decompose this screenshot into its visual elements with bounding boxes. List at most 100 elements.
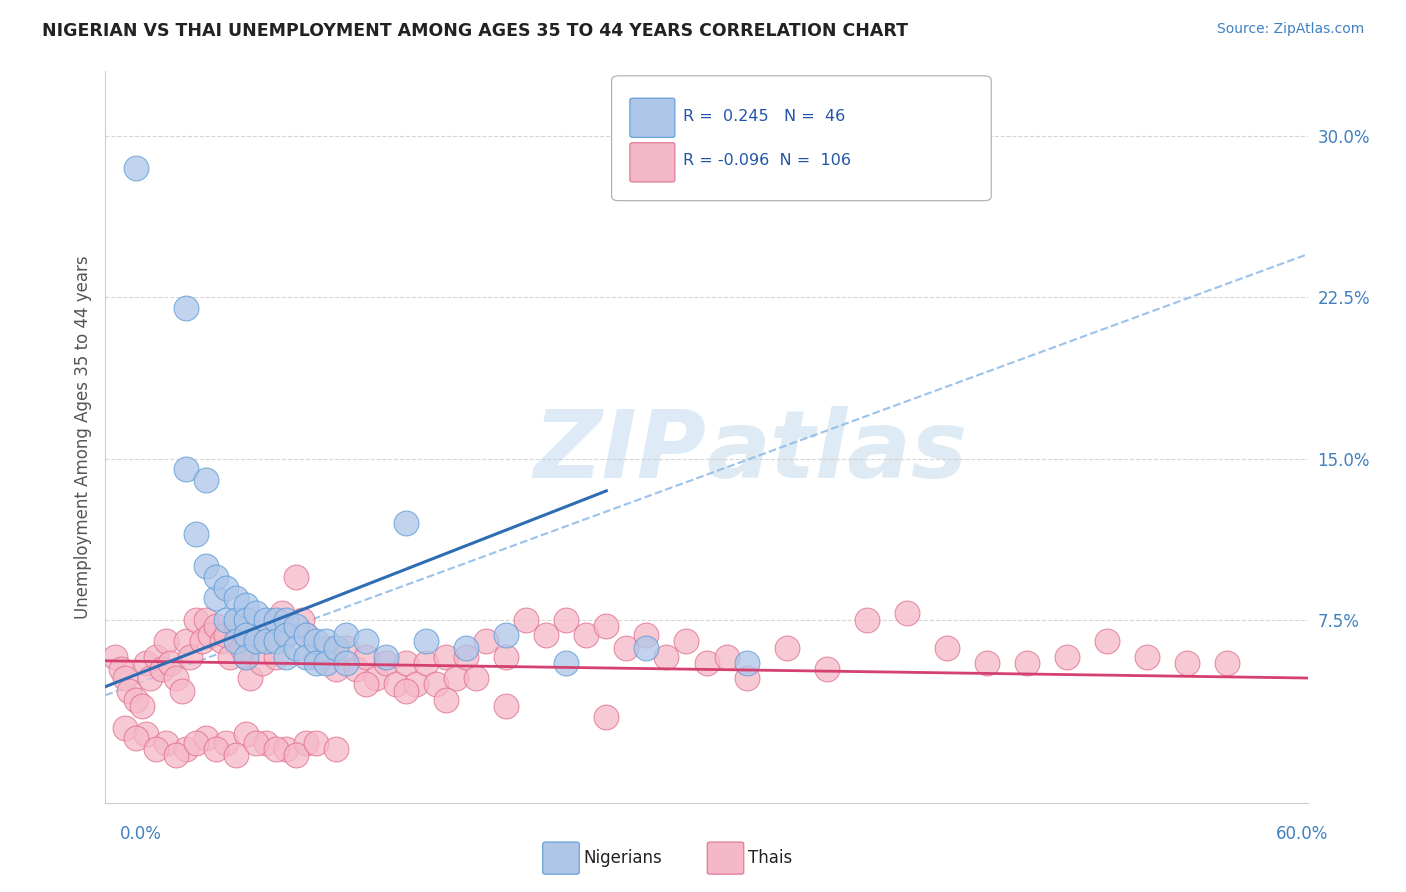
Point bbox=[235, 628, 257, 642]
Point bbox=[225, 634, 247, 648]
Point bbox=[124, 692, 146, 706]
Point bbox=[354, 634, 377, 648]
Point bbox=[150, 662, 173, 676]
Point bbox=[291, 613, 314, 627]
Point bbox=[655, 649, 678, 664]
Point bbox=[776, 640, 799, 655]
Y-axis label: Unemployment Among Ages 35 to 44 years: Unemployment Among Ages 35 to 44 years bbox=[73, 255, 91, 619]
Point bbox=[124, 731, 146, 746]
Point bbox=[385, 677, 408, 691]
Point bbox=[174, 462, 197, 476]
Point bbox=[170, 684, 193, 698]
Point bbox=[165, 671, 187, 685]
Point bbox=[364, 671, 387, 685]
Point bbox=[735, 671, 758, 685]
Point bbox=[1017, 656, 1039, 670]
Point bbox=[138, 671, 160, 685]
Point bbox=[305, 735, 328, 749]
Text: NIGERIAN VS THAI UNEMPLOYMENT AMONG AGES 35 TO 44 YEARS CORRELATION CHART: NIGERIAN VS THAI UNEMPLOYMENT AMONG AGES… bbox=[42, 22, 908, 40]
Point bbox=[174, 742, 197, 756]
Point bbox=[1177, 656, 1199, 670]
Point bbox=[284, 619, 307, 633]
Point bbox=[305, 649, 328, 664]
Text: atlas: atlas bbox=[707, 406, 967, 498]
Point bbox=[264, 649, 287, 664]
Point bbox=[315, 640, 337, 655]
Point bbox=[254, 634, 277, 648]
Point bbox=[264, 634, 287, 648]
Point bbox=[335, 640, 357, 655]
Point bbox=[295, 735, 318, 749]
Point bbox=[235, 649, 257, 664]
Text: R =  0.245   N =  46: R = 0.245 N = 46 bbox=[683, 109, 845, 124]
Point bbox=[145, 742, 167, 756]
Point bbox=[284, 570, 307, 584]
Point bbox=[110, 662, 132, 676]
Point bbox=[675, 634, 697, 648]
Point bbox=[354, 649, 377, 664]
Point bbox=[135, 727, 157, 741]
Point bbox=[204, 591, 226, 606]
Point bbox=[434, 692, 457, 706]
Point bbox=[235, 598, 257, 612]
Point bbox=[274, 628, 297, 642]
Point bbox=[214, 628, 236, 642]
Text: R = -0.096  N =  106: R = -0.096 N = 106 bbox=[683, 153, 851, 169]
Point bbox=[274, 628, 297, 642]
Text: Source: ZipAtlas.com: Source: ZipAtlas.com bbox=[1216, 22, 1364, 37]
Point bbox=[375, 649, 398, 664]
Point bbox=[375, 656, 398, 670]
Point bbox=[145, 649, 167, 664]
Point bbox=[295, 649, 318, 664]
Point bbox=[325, 662, 347, 676]
Point bbox=[274, 613, 297, 627]
Point bbox=[135, 656, 157, 670]
Point bbox=[325, 640, 347, 655]
Point bbox=[204, 742, 226, 756]
Point bbox=[575, 628, 598, 642]
Point bbox=[595, 710, 617, 724]
Point bbox=[114, 721, 136, 735]
Point bbox=[354, 677, 377, 691]
Point bbox=[194, 613, 217, 627]
Point bbox=[284, 748, 307, 763]
Point bbox=[214, 613, 236, 627]
Point bbox=[245, 735, 267, 749]
Point bbox=[245, 634, 267, 648]
Point bbox=[184, 527, 207, 541]
Point bbox=[165, 748, 187, 763]
Text: Nigerians: Nigerians bbox=[583, 849, 662, 867]
Point bbox=[735, 656, 758, 670]
Point bbox=[344, 662, 367, 676]
Point bbox=[1097, 634, 1119, 648]
Point bbox=[555, 656, 578, 670]
Point bbox=[235, 727, 257, 741]
Point bbox=[434, 649, 457, 664]
Point bbox=[254, 613, 277, 627]
Point bbox=[716, 649, 738, 664]
Point bbox=[1056, 649, 1078, 664]
Text: ZIP: ZIP bbox=[534, 406, 707, 498]
Point bbox=[225, 613, 247, 627]
Point bbox=[159, 656, 181, 670]
Point bbox=[245, 634, 267, 648]
Point bbox=[274, 649, 297, 664]
Point bbox=[155, 735, 177, 749]
Point bbox=[231, 640, 253, 655]
Point bbox=[190, 634, 212, 648]
Point bbox=[465, 671, 488, 685]
Point bbox=[254, 628, 277, 642]
Point bbox=[198, 628, 221, 642]
Point bbox=[194, 559, 217, 574]
Point bbox=[696, 656, 718, 670]
Point bbox=[555, 613, 578, 627]
Point bbox=[214, 735, 236, 749]
Point bbox=[204, 619, 226, 633]
Point bbox=[616, 640, 638, 655]
Point bbox=[174, 634, 197, 648]
Point bbox=[815, 662, 838, 676]
Point bbox=[194, 731, 217, 746]
Point bbox=[976, 656, 998, 670]
Point bbox=[305, 634, 328, 648]
Point bbox=[235, 649, 257, 664]
